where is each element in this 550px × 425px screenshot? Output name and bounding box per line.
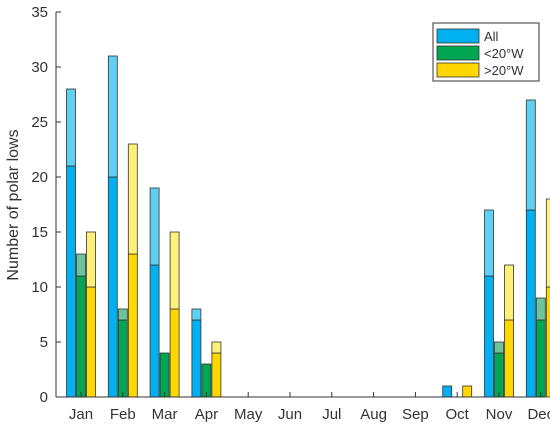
bar-20w-feb-lower [127, 253, 138, 398]
bar-20w-nov-lower [494, 352, 504, 398]
x-tick-label: May [234, 406, 263, 423]
bars-group [66, 55, 550, 398]
x-tick-label: Feb [110, 406, 136, 423]
bar-20w-dec-lower [535, 319, 546, 398]
bar-all-apr-upper [191, 308, 202, 321]
bar-20w-nov-lower [504, 319, 514, 398]
legend-swatch [436, 62, 480, 78]
y-tick-label: 10 [31, 279, 48, 296]
y-axis-title: Number of polar lows [5, 129, 22, 280]
bar-20w-feb-lower [117, 319, 128, 398]
x-tick-label: Sep [402, 406, 429, 423]
x-tick-label: Jul [322, 406, 341, 423]
legend: All <20°W >20°W [432, 22, 540, 82]
legend-swatch [436, 28, 480, 44]
bar-all-mar-upper [149, 187, 160, 266]
bar-20w-dec-upper [545, 198, 550, 288]
bar-20w-jan-lower [86, 286, 96, 398]
bar-all-nov-upper [484, 209, 494, 277]
x-tick-label: Dec [527, 406, 550, 423]
bar-20w-apr-lower [211, 352, 222, 398]
y-tick-label: 35 [31, 4, 48, 21]
legend-label: >20°W [484, 63, 524, 78]
y-tick-label: 15 [31, 224, 48, 241]
bar-20w-apr-upper [211, 341, 222, 354]
bar-20w-jan-upper [86, 231, 96, 288]
bar-all-mar-lower [149, 264, 160, 398]
bar-20w-mar-lower [159, 352, 170, 398]
y-tick-label: 30 [31, 59, 48, 76]
x-ticks-group: Jan Feb Mar Apr May Jun Jul Aug Sep Oct Nov Dec [69, 392, 550, 423]
y-ticks-group: 0 5 10 15 20 25 30 35 [31, 4, 61, 406]
bar-all-dec-lower [525, 209, 536, 398]
bar-20w-nov-upper [504, 264, 514, 321]
bar-20w-feb-upper [117, 308, 128, 321]
x-tick-label: Apr [195, 406, 218, 423]
y-tick-label: 5 [40, 334, 48, 351]
y-tick-label: 25 [31, 114, 48, 131]
y-tick-label: 0 [40, 389, 48, 406]
bar-20w-dec-upper [535, 297, 546, 321]
x-tick-label: Oct [446, 406, 470, 423]
bar-all-apr-lower [191, 319, 202, 398]
bar-20w-jan-upper [76, 253, 86, 277]
bar-all-nov-lower [484, 275, 494, 398]
bar-all-oct-lower [442, 385, 453, 398]
bar-20w-feb-upper [127, 143, 138, 255]
bar-all-dec-upper [525, 99, 536, 211]
legend-label: <20°W [484, 46, 524, 61]
legend-swatch [436, 45, 480, 61]
bar-20w-mar-lower [169, 308, 180, 398]
bar-20w-jan-lower [76, 275, 86, 398]
x-tick-label: Aug [360, 406, 387, 423]
x-tick-label: Jan [69, 406, 93, 423]
bar-all-feb-upper [107, 55, 118, 178]
x-tick-label: Nov [486, 406, 513, 423]
bar-all-jan-lower [66, 165, 76, 398]
bar-all-feb-lower [107, 176, 118, 398]
bar-20w-mar-upper [169, 231, 180, 310]
x-tick-label: Jun [278, 406, 302, 423]
bar-20w-oct-lower [462, 385, 473, 398]
legend-label: All [484, 29, 499, 44]
bar-20w-dec-lower [545, 286, 550, 398]
y-tick-label: 20 [31, 169, 48, 186]
x-tick-label: Mar [152, 406, 178, 423]
bar-20w-nov-upper [494, 341, 504, 354]
bar-all-jan-upper [66, 88, 76, 167]
